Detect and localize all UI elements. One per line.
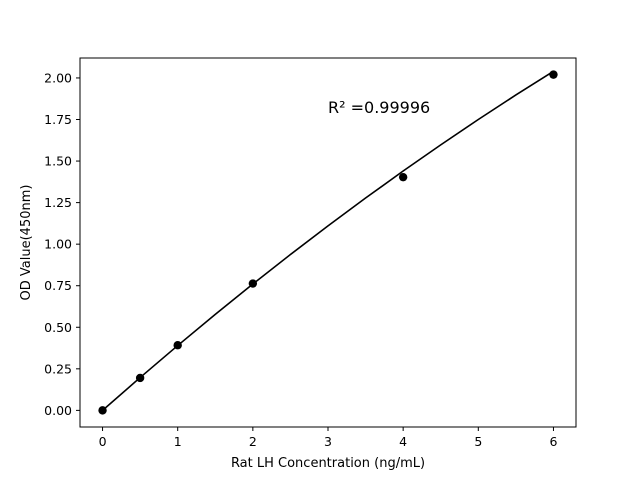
x-tick-label: 5 (474, 434, 482, 449)
x-axis-title: Rat LH Concentration (ng/mL) (231, 456, 425, 471)
x-tick-label: 3 (324, 434, 332, 449)
data-point (173, 341, 182, 350)
y-axis: 0.00 0.25 0.50 0.75 1.00 1.25 1.50 1.75 2.00 (44, 70, 80, 418)
y-tick-label: 2.00 (44, 70, 72, 85)
y-tick-label: 0.00 (44, 403, 72, 418)
y-tick-label: 1.00 (44, 237, 72, 252)
x-tick-label: 6 (549, 434, 557, 449)
x-tick-label: 4 (399, 434, 407, 449)
y-tick-label: 1.50 (44, 154, 72, 169)
y-tick-label: 0.50 (44, 320, 72, 335)
y-tick-label: 0.75 (44, 278, 72, 293)
data-point (549, 70, 558, 79)
x-tick-label: 0 (99, 434, 107, 449)
data-point (248, 279, 258, 288)
data-point (398, 172, 408, 182)
x-tick-label: 1 (174, 434, 182, 449)
y-tick-label: 0.25 (44, 361, 72, 376)
y-tick-label: 1.75 (44, 112, 72, 127)
x-axis: 0 1 2 3 4 5 6 (99, 427, 557, 449)
r-squared-annotation: R² =0.99996 (328, 98, 430, 117)
x-tick-label: 2 (249, 434, 257, 449)
y-axis-title: OD Value(450nm) (19, 185, 34, 301)
fit-curve-line (102, 70, 554, 411)
data-points-layer (98, 70, 558, 415)
fit-curve-layer (102, 70, 554, 411)
data-point (98, 406, 107, 415)
y-tick-label: 1.25 (44, 195, 72, 210)
data-point (135, 373, 145, 383)
